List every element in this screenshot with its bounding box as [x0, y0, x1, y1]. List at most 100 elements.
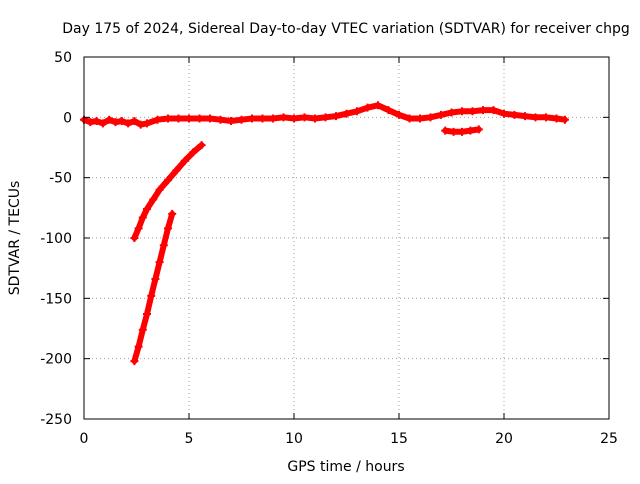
data-point: [136, 120, 145, 129]
data-point: [521, 112, 529, 121]
series-short-track-near-18-h: [441, 125, 483, 136]
y-axis-label: SDTVAR / TECUs: [7, 181, 23, 296]
y-tick-label: -50: [49, 171, 72, 187]
data-point: [395, 110, 403, 119]
data-point: [86, 118, 95, 127]
data-point: [168, 209, 177, 218]
data-point: [531, 113, 540, 122]
data-point: [332, 112, 340, 121]
data-point: [227, 116, 235, 125]
data-point: [124, 119, 133, 128]
data-point: [159, 241, 168, 250]
data-point: [479, 106, 487, 115]
y-tick-label: -150: [40, 291, 72, 307]
data-point: [147, 291, 156, 300]
tick-labels: 0 5 10 15 20 25 -250 -200 -150 -100 -50 0 50: [40, 50, 618, 447]
data-point: [510, 110, 519, 119]
data-point: [216, 115, 225, 124]
data-point: [258, 114, 267, 123]
x-tick-label: 15: [390, 431, 408, 447]
data-point: [134, 342, 143, 351]
data-point: [466, 126, 475, 135]
data-point: [151, 275, 160, 284]
series-near-zero-band: [80, 101, 569, 129]
data-point: [155, 258, 164, 267]
data-point: [449, 127, 458, 136]
data-point: [143, 119, 151, 128]
data-point: [458, 107, 466, 116]
data-point: [441, 126, 450, 135]
x-tick-label: 20: [495, 431, 513, 447]
series-lower-steep-track: [130, 209, 177, 366]
series-upper-descending-arc: [130, 141, 206, 242]
data-point: [164, 176, 172, 185]
data-point: [143, 205, 151, 214]
y-tick-label: -250: [40, 412, 72, 428]
data-point: [130, 357, 139, 366]
data-point: [206, 114, 214, 123]
data-point: [300, 113, 309, 122]
data-point: [474, 125, 483, 134]
data-point: [363, 103, 372, 112]
data-point: [105, 115, 114, 124]
chart-title: Day 175 of 2024, Sidereal Day-to-day VTE…: [62, 21, 630, 37]
data-point: [180, 156, 189, 165]
data-point: [458, 127, 466, 136]
data-point: [405, 114, 414, 123]
data-point: [552, 114, 561, 123]
data-point: [172, 166, 181, 175]
x-axis-label: GPS time / hours: [287, 459, 404, 475]
data-point: [542, 113, 550, 122]
data-point: [153, 115, 162, 124]
data-point: [290, 114, 298, 123]
data-point: [149, 195, 158, 204]
data-point: [489, 106, 498, 115]
data-point: [174, 114, 183, 123]
y-tick-label: 0: [63, 110, 72, 126]
data-point: [197, 141, 206, 150]
y-tick-label: 50: [54, 50, 72, 66]
data-point: [92, 116, 101, 125]
data-point: [189, 148, 198, 157]
data-point: [416, 114, 424, 123]
series-trace: [131, 210, 176, 365]
data-point: [321, 113, 330, 122]
data-point: [143, 310, 151, 319]
data-point: [237, 115, 246, 124]
data-point: [342, 109, 351, 118]
data-point: [130, 116, 139, 125]
data-point: [138, 325, 147, 334]
data-point: [384, 106, 393, 115]
data-point: [138, 213, 147, 222]
data-point: [117, 116, 126, 125]
data-point: [353, 107, 361, 116]
data-point: [374, 101, 382, 110]
axis-ticks: [83, 56, 610, 420]
data-point: [311, 114, 319, 123]
data-points: [80, 101, 569, 366]
data-point: [468, 107, 477, 116]
data-point: [500, 109, 508, 118]
data-point: [98, 119, 107, 128]
data-point: [164, 114, 172, 123]
x-tick-label: 10: [285, 431, 303, 447]
data-point: [130, 234, 139, 242]
data-point: [560, 115, 569, 124]
data-point: [111, 118, 120, 127]
data-point: [269, 114, 277, 123]
data-point: [447, 108, 456, 117]
x-tick-label: 25: [600, 431, 618, 447]
data-point: [155, 185, 164, 194]
y-tick-label: -100: [40, 231, 72, 247]
data-point: [195, 114, 204, 123]
data-point: [248, 114, 256, 123]
data-point: [279, 113, 288, 122]
x-tick-label: 0: [80, 431, 89, 447]
data-point: [185, 114, 193, 123]
data-point: [164, 224, 172, 233]
y-tick-label: -200: [40, 352, 72, 368]
data-point: [437, 110, 445, 119]
x-tick-label: 5: [185, 431, 194, 447]
